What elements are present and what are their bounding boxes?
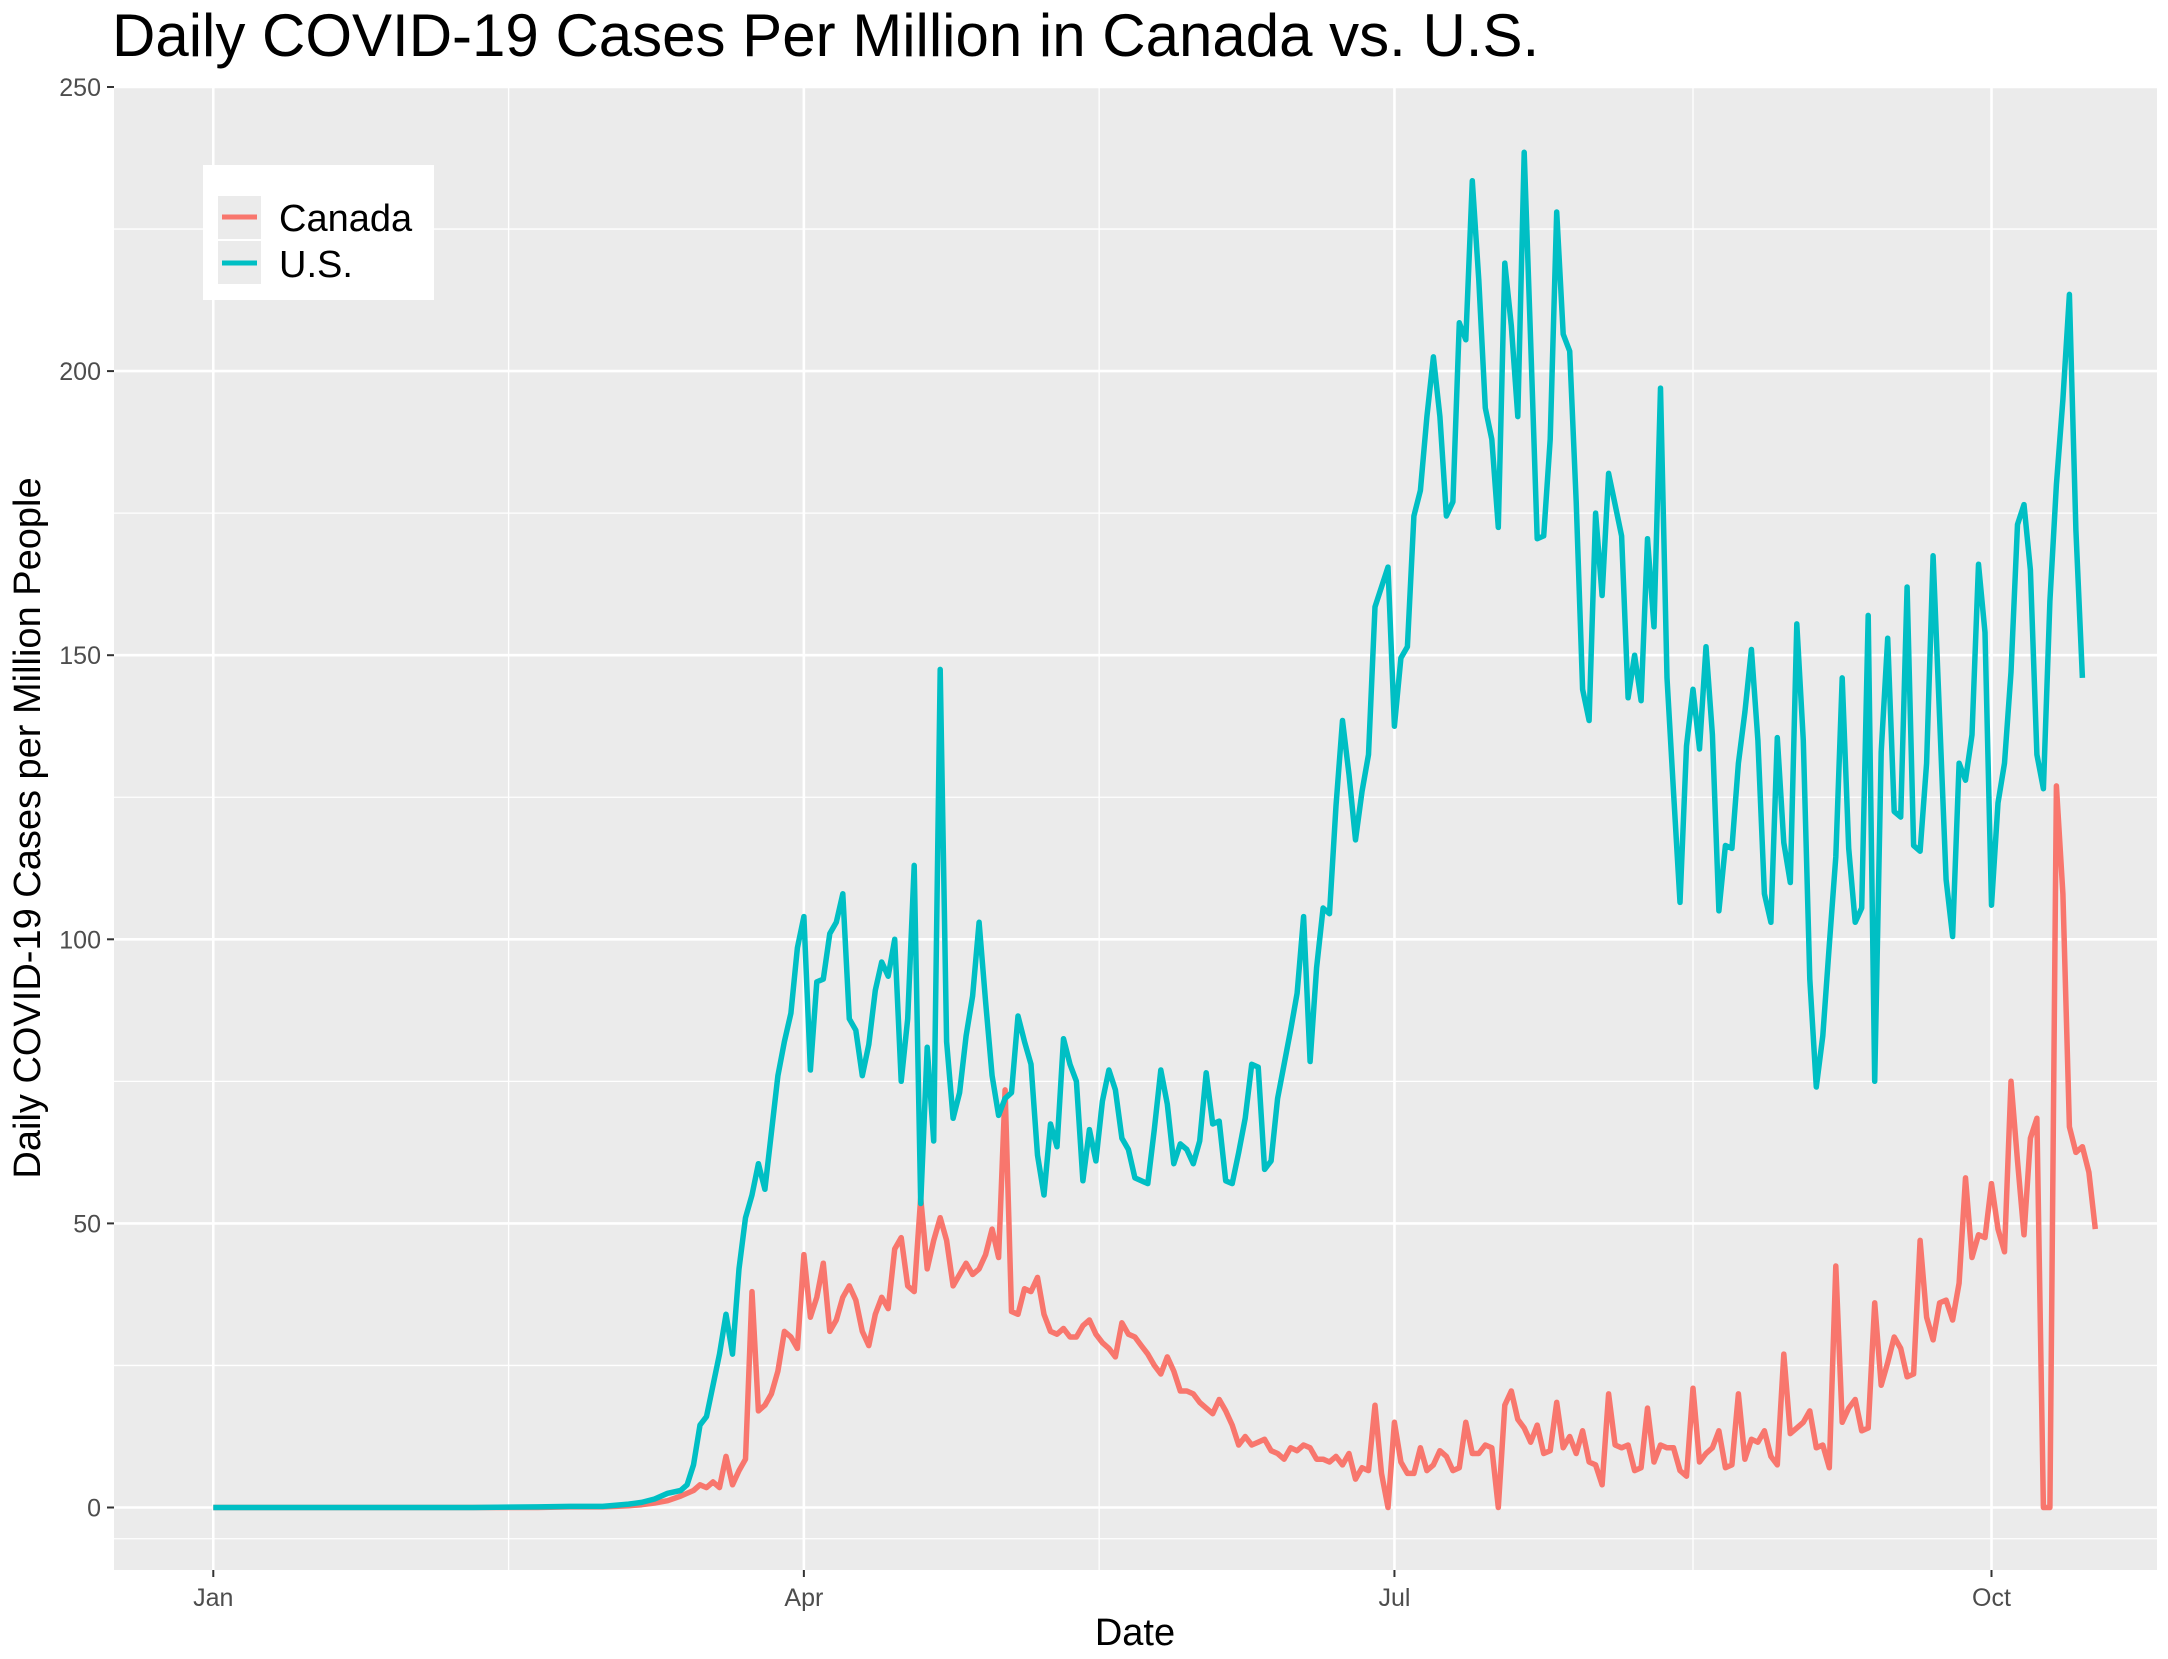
chart-title: Daily COVID-19 Cases Per Million in Cana… [112,2,1539,69]
y-tick-label: 250 [59,74,101,102]
x-axis: Jan Apr Jul Oct [193,1570,2011,1612]
x-axis-title: Date [1095,1612,1175,1654]
series-layer [213,149,2099,1511]
x-tick-label: Apr [784,1584,823,1612]
plot-panel [114,87,2157,1570]
series-line-us [213,149,2086,1511]
y-tick-label: 50 [73,1210,101,1238]
y-tick-label: 200 [59,358,101,386]
x-tick-label: Jan [193,1584,233,1612]
legend-label-us: U.S. [279,244,353,286]
minor-gridlines [114,87,2157,1570]
y-tick-label: 150 [59,642,101,670]
series-line-canada [213,783,2099,1511]
major-gridlines [114,85,2157,1570]
x-tick-label: Jul [1378,1584,1410,1612]
y-axis: 0 50 100 150 200 250 [59,74,114,1522]
y-axis-title: Daily COVID-19 Cases per Million People [7,477,49,1178]
y-tick-label: 0 [87,1494,101,1522]
legend-label-canada: Canada [279,198,413,240]
x-tick-label: Oct [1972,1584,2011,1612]
y-tick-label: 100 [59,926,101,954]
legend: Canada U.S. [203,165,434,300]
